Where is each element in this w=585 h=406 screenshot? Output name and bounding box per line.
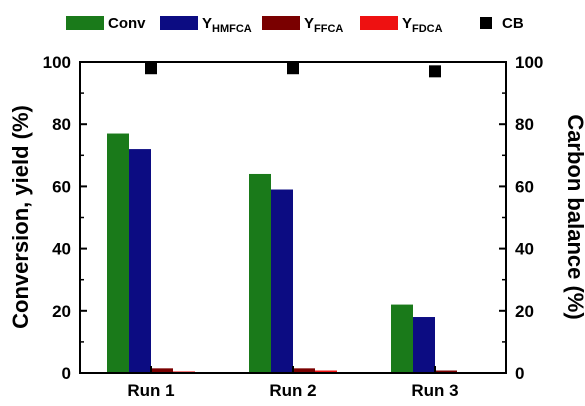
bar-ffca: [151, 368, 173, 373]
legend-label-subscript: FFCA: [314, 23, 343, 35]
cb-points: [145, 62, 441, 78]
x-tick-label: Run 2: [269, 381, 316, 400]
legend-swatch: [160, 16, 198, 30]
bar-ffca: [435, 370, 457, 373]
legend-swatch: [66, 16, 104, 30]
left-tick-label: 40: [52, 240, 71, 259]
bar-hmfca: [129, 149, 151, 373]
right-tick-label: 20: [515, 302, 534, 321]
x-axis: Run 1 Run 2 Run 3: [127, 366, 459, 400]
left-tick-label: 20: [52, 302, 71, 321]
y-axis-title-right: Carbon balance (%): [563, 114, 585, 319]
x-tick-label: Run 3: [411, 381, 458, 400]
left-tick-label: 60: [52, 177, 71, 196]
bar-conv: [249, 173, 271, 373]
bars: [107, 133, 479, 373]
legend-swatch: [360, 16, 398, 30]
right-tick-label: 80: [515, 115, 534, 134]
legend-swatch-cb: [480, 17, 492, 29]
right-tick-label: 100: [515, 53, 543, 72]
right-tick-label: 60: [515, 177, 534, 196]
cb-point: [145, 62, 157, 75]
legend: Conv YHMFCA YFFCA YFDCA CB: [66, 15, 524, 35]
legend-label: YFDCA: [402, 15, 443, 35]
cb-point: [287, 62, 299, 75]
legend-label: CB: [502, 15, 524, 32]
left-tick-label: 80: [52, 115, 71, 134]
cb-point: [429, 65, 441, 78]
x-tick-label: Run 1: [127, 381, 174, 400]
bar-conv: [107, 133, 129, 373]
bar-fdca: [315, 370, 337, 373]
legend-label: YHMFCA: [202, 15, 252, 35]
right-axis: 0 20 40 60 80 100: [499, 53, 543, 383]
legend-label: YFFCA: [304, 15, 343, 35]
bar-ffca: [293, 368, 315, 373]
left-tick-label: 100: [43, 53, 71, 72]
left-tick-label: 0: [62, 364, 71, 383]
bar-hmfca: [271, 189, 293, 373]
legend-label-subscript: HMFCA: [212, 23, 252, 35]
right-tick-label: 0: [515, 364, 524, 383]
left-axis: 0 20 40 60 80 100: [43, 53, 87, 383]
legend-swatch: [262, 16, 300, 30]
bar-conv: [391, 304, 413, 373]
legend-label-subscript: FDCA: [412, 23, 443, 35]
y-axis-title-left: Conversion, yield (%): [8, 105, 33, 329]
bar-hmfca: [413, 317, 435, 373]
right-tick-label: 40: [515, 240, 534, 259]
legend-label: Conv: [108, 15, 146, 32]
